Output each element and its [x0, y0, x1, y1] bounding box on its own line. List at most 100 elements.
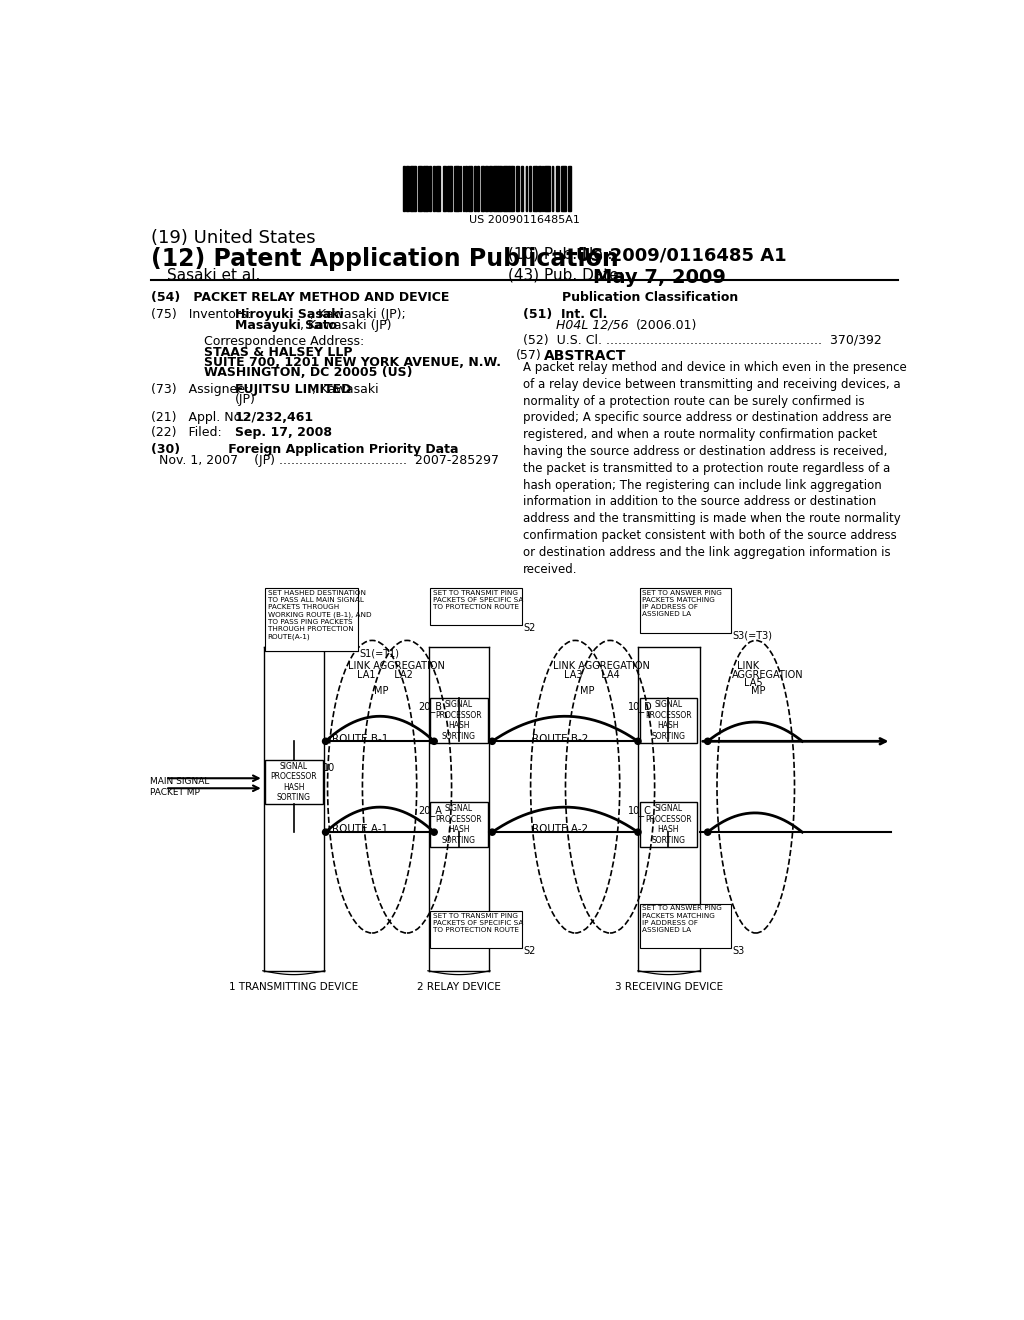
- Text: ROUTE B-1: ROUTE B-1: [333, 734, 389, 743]
- Text: S2: S2: [523, 623, 536, 632]
- Text: Nov. 1, 2007    (JP) ................................  2007-285297: Nov. 1, 2007 (JP) ......................…: [159, 454, 499, 467]
- Text: SIGNAL
PROCESSOR
HASH
SORTING: SIGNAL PROCESSOR HASH SORTING: [270, 762, 317, 803]
- Text: Hiroyuki Sasaki: Hiroyuki Sasaki: [234, 308, 344, 321]
- Text: LA5: LA5: [744, 678, 763, 688]
- Bar: [536, 166, 538, 211]
- Text: ABSTRACT: ABSTRACT: [544, 348, 627, 363]
- Bar: [528, 166, 530, 211]
- Bar: [438, 166, 440, 211]
- Bar: [496, 166, 498, 211]
- Bar: [403, 166, 406, 211]
- Text: MP: MP: [580, 686, 594, 696]
- Circle shape: [489, 829, 496, 836]
- Text: Sasaki et al.: Sasaki et al.: [167, 268, 260, 282]
- Bar: [435, 166, 438, 211]
- Bar: [486, 166, 488, 211]
- Circle shape: [635, 829, 641, 836]
- Bar: [420, 166, 422, 211]
- Bar: [548, 166, 550, 211]
- Circle shape: [705, 738, 711, 744]
- Bar: [500, 166, 503, 211]
- Bar: [512, 166, 514, 211]
- Text: STAAS & HALSEY LLP: STAAS & HALSEY LLP: [204, 346, 352, 359]
- Text: 10: 10: [324, 763, 336, 772]
- Bar: [489, 166, 493, 211]
- Bar: [481, 166, 483, 211]
- Circle shape: [323, 829, 329, 836]
- Text: MP: MP: [751, 686, 766, 696]
- Text: SET TO TRANSMIT PING
PACKETS OF SPECIFIC SA
TO PROTECTION ROUTE: SET TO TRANSMIT PING PACKETS OF SPECIFIC…: [432, 913, 523, 933]
- Text: , Kawasaki (JP): , Kawasaki (JP): [300, 318, 391, 331]
- Text: ROUTE B-2: ROUTE B-2: [532, 734, 589, 743]
- Text: S3(=T3): S3(=T3): [732, 631, 772, 640]
- Bar: [423, 166, 424, 211]
- Text: (51)  Int. Cl.: (51) Int. Cl.: [523, 308, 607, 321]
- Text: (10) Pub. No.:: (10) Pub. No.:: [508, 247, 612, 261]
- Text: LINK AGGREGATION: LINK AGGREGATION: [348, 661, 445, 671]
- Text: (73)   Assignee:: (73) Assignee:: [152, 383, 250, 396]
- Text: SUITE 700, 1201 NEW YORK AVENUE, N.W.: SUITE 700, 1201 NEW YORK AVENUE, N.W.: [204, 355, 501, 368]
- Bar: [465, 166, 467, 211]
- Bar: [430, 589, 521, 626]
- Text: ROUTE A-2: ROUTE A-2: [532, 825, 589, 834]
- Bar: [413, 166, 415, 211]
- Bar: [449, 166, 450, 211]
- Text: LA1      LA2: LA1 LA2: [357, 671, 414, 680]
- Bar: [561, 166, 563, 211]
- Text: Sep. 17, 2008: Sep. 17, 2008: [234, 426, 332, 440]
- Bar: [424, 166, 426, 211]
- Text: MAIN SIGNAL
PACKET MP: MAIN SIGNAL PACKET MP: [150, 776, 209, 797]
- Text: US 20090116485A1: US 20090116485A1: [469, 215, 581, 226]
- Text: FUJITSU LIMITED: FUJITSU LIMITED: [234, 383, 351, 396]
- Bar: [433, 166, 435, 211]
- Text: Correspondence Address:: Correspondence Address:: [204, 335, 365, 348]
- Text: SIGNAL
PROCESSOR
HASH
SORTING: SIGNAL PROCESSOR HASH SORTING: [435, 804, 482, 845]
- Text: H04L 12/56: H04L 12/56: [556, 318, 629, 331]
- Text: SET HASHED DESTINATION
TO PASS ALL MAIN SIGNAL
PACKETS THROUGH
WORKING ROUTE (B-: SET HASHED DESTINATION TO PASS ALL MAIN …: [267, 590, 371, 640]
- Text: (2006.01): (2006.01): [636, 318, 697, 331]
- Text: AGGREGATION: AGGREGATION: [732, 669, 804, 680]
- Bar: [430, 698, 487, 743]
- Text: LA3      LA4: LA3 LA4: [563, 671, 620, 680]
- Bar: [429, 166, 431, 211]
- Text: SET TO ANSWER PING
PACKETS MATCHING
IP ADDRESS OF
ASSIGNED LA: SET TO ANSWER PING PACKETS MATCHING IP A…: [642, 590, 722, 618]
- Text: LINK AGGREGATION: LINK AGGREGATION: [553, 661, 649, 671]
- Bar: [544, 166, 546, 211]
- Text: US 2009/0116485 A1: US 2009/0116485 A1: [575, 247, 786, 265]
- Text: (JP): (JP): [234, 393, 256, 407]
- Text: , Kawasaki (JP);: , Kawasaki (JP);: [310, 308, 406, 321]
- Bar: [418, 166, 420, 211]
- Bar: [474, 166, 476, 211]
- Text: Masayuki Sato: Masayuki Sato: [234, 318, 337, 331]
- Text: (12) Patent Application Publication: (12) Patent Application Publication: [152, 247, 618, 271]
- Text: 12/232,461: 12/232,461: [234, 411, 314, 424]
- Text: SIGNAL
PROCESSOR
HASH
SORTING: SIGNAL PROCESSOR HASH SORTING: [645, 804, 691, 845]
- Bar: [442, 166, 444, 211]
- Text: A packet relay method and device in which even in the presence
of a relay device: A packet relay method and device in whic…: [523, 360, 907, 576]
- Text: S1(=T1): S1(=T1): [359, 649, 399, 659]
- Text: 2 RELAY DEVICE: 2 RELAY DEVICE: [417, 982, 501, 993]
- Bar: [640, 904, 731, 949]
- Bar: [468, 166, 471, 211]
- Bar: [534, 166, 536, 211]
- Bar: [538, 166, 541, 211]
- Text: ROUTE A-1: ROUTE A-1: [333, 825, 388, 834]
- Text: SET TO TRANSMIT PING
PACKETS OF SPECIFIC SA
TO PROTECTION ROUTE: SET TO TRANSMIT PING PACKETS OF SPECIFIC…: [432, 590, 523, 610]
- Bar: [265, 589, 358, 651]
- Bar: [265, 760, 323, 804]
- Text: SIGNAL
PROCESSOR
HASH
SORTING: SIGNAL PROCESSOR HASH SORTING: [435, 701, 482, 741]
- Bar: [569, 166, 571, 211]
- Bar: [556, 166, 557, 211]
- Text: 20_B: 20_B: [419, 701, 442, 713]
- Text: (52)  U.S. Cl. ......................................................  370/392: (52) U.S. Cl. ..........................…: [523, 334, 882, 347]
- Text: May 7, 2009: May 7, 2009: [593, 268, 726, 286]
- Bar: [521, 166, 523, 211]
- Text: SIGNAL
PROCESSOR
HASH
SORTING: SIGNAL PROCESSOR HASH SORTING: [645, 701, 691, 741]
- Text: 20_A: 20_A: [419, 805, 442, 816]
- Bar: [517, 166, 518, 211]
- Text: WASHINGTON, DC 20005 (US): WASHINGTON, DC 20005 (US): [204, 366, 413, 379]
- Circle shape: [705, 829, 711, 836]
- Bar: [640, 589, 731, 632]
- Bar: [640, 698, 697, 743]
- Bar: [430, 912, 521, 949]
